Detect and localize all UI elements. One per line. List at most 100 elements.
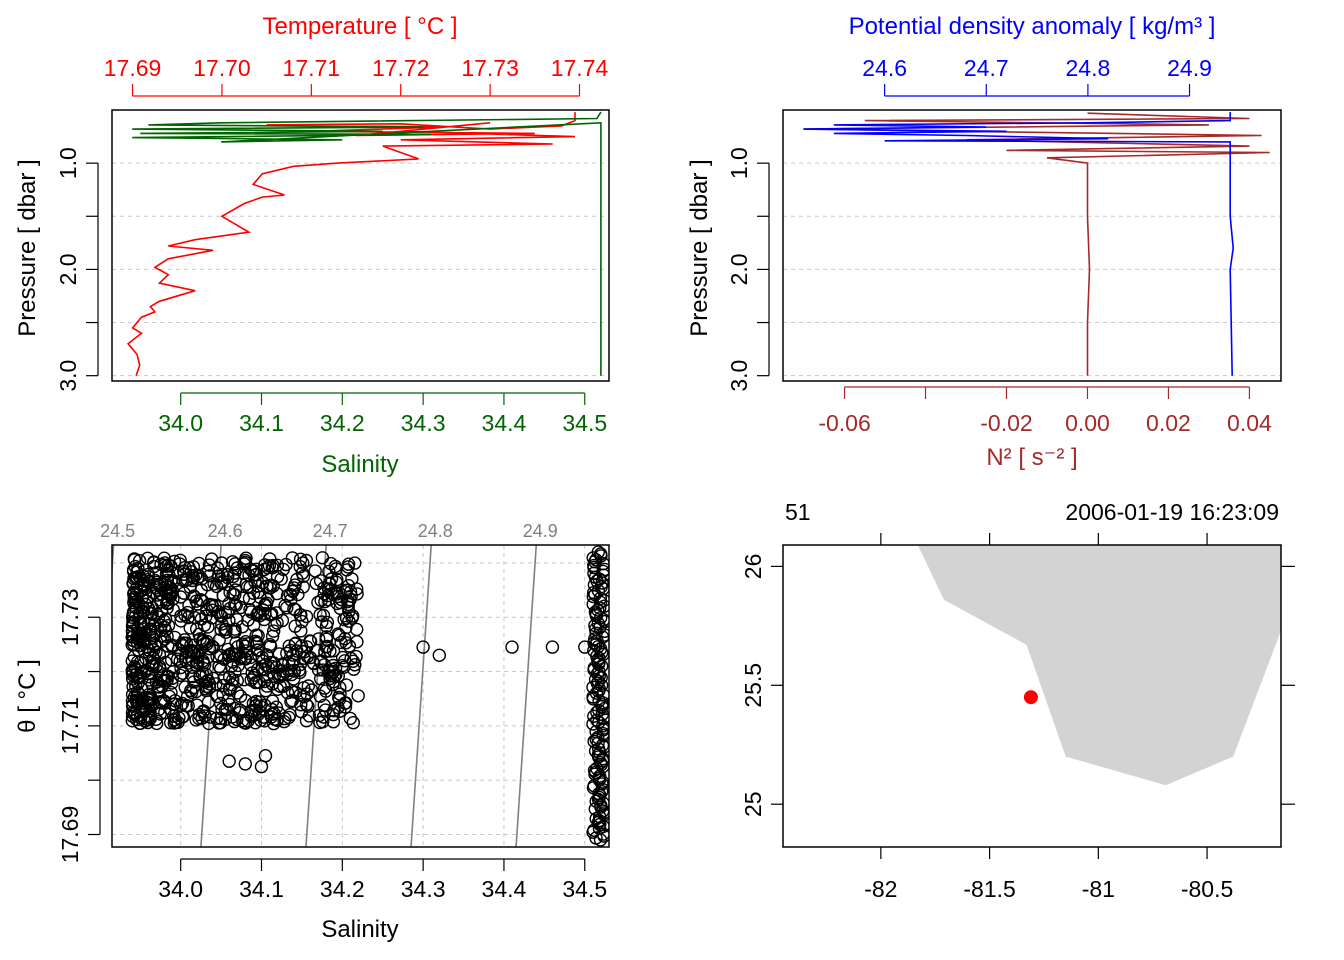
isopycnal-label: 24.6 [208,521,243,541]
ts-point [313,574,328,588]
ts-point [265,561,279,575]
pressure-tick-label: 3.0 [55,360,81,392]
ts-point [333,601,347,615]
ts-profile-grid [112,109,609,377]
ts-point [292,663,306,677]
ts-point [325,665,339,680]
ts-point [163,588,177,602]
ts-salinity-tick-label: 34.5 [562,876,607,902]
ts-point [578,640,592,654]
ts-point [155,679,169,693]
ts-point [596,647,609,662]
ts-point [212,716,226,730]
ts-point [314,672,328,686]
salinity-axis-title: Salinity [321,451,398,478]
ts-point [286,584,300,599]
ts-point [165,640,180,654]
ts-point [596,557,609,571]
n2-tick-label: 0.00 [1065,410,1110,436]
ts-point [142,670,156,684]
ts-point [326,675,341,689]
ts-salinity-tick-label: 34.2 [320,876,365,902]
theta-tick-label: 17.73 [57,588,83,646]
ts-point [258,598,272,613]
ts-point [228,583,243,597]
ts-point [251,585,265,600]
ts-point [154,634,168,649]
ts-point [237,673,251,687]
temperature-tick-label: 17.73 [461,55,519,81]
ts-point [319,684,333,698]
ts-point [260,648,274,662]
ts-point [238,639,253,653]
ts-point [296,556,310,570]
ts-point [174,660,188,675]
ts-profile-frame [111,109,610,382]
salinity-series [132,111,602,376]
ts-point [164,685,178,700]
ts-point [314,593,328,608]
ts-point [326,644,341,658]
ts-point [323,644,337,658]
longitude-tick-label: -80.5 [1181,876,1233,902]
ts-point [205,639,219,653]
ts-point [331,627,345,641]
ts-point [258,749,273,763]
ts-point [145,677,159,691]
ts-point [143,691,158,706]
salinity-tick-label: 34.3 [401,410,446,436]
ts-point [149,659,164,673]
ts-point [294,705,309,719]
ts-point [146,643,161,657]
ts-point [244,605,258,619]
temperature-tick-label: 17.69 [104,55,162,81]
ts-point [288,578,302,592]
ts-point [334,635,348,650]
ts-point [260,670,274,684]
isopycnal-label: 24.7 [313,521,348,541]
ts-point [149,581,164,595]
ts-point [227,647,241,662]
ts-point [327,669,342,683]
temperature-tick-label: 17.72 [372,55,430,81]
density-profile-line [803,112,1235,376]
ts-point [231,640,245,654]
ts-point [267,712,282,726]
pressure-axis-title-2: Pressure [ dbar ] [686,159,713,336]
ts-point [297,681,311,695]
ts-point [342,639,357,653]
ts-point [176,666,190,680]
ts-point [200,578,215,592]
isopycnal-24.8 [410,545,433,847]
ts-point [184,683,198,698]
ts-point [307,656,321,671]
ts-point [261,561,275,575]
ts-point [222,670,237,684]
ts-point [333,687,347,701]
density-profile-axes: 24.6 24.7 24.8 24.9 -0.06 -0.02 0.00 0.02 0.04 1.… [726,55,1272,436]
isopycnal-label: 24.9 [523,521,558,541]
land-area [917,545,1281,786]
ts-point [175,710,190,724]
ts-point [125,714,140,728]
ts-point [222,754,236,768]
ts-point [319,619,334,633]
ts-point [341,579,356,593]
density-tick-label: 24.9 [1167,55,1212,81]
ts-point [192,556,206,571]
ts-point [284,694,298,709]
isopycnal-24.9 [515,545,538,847]
ts-point [592,655,606,669]
ts-point [201,673,215,687]
ts-point [587,734,601,749]
ts-point [215,702,229,716]
station-number-label: 51 [785,499,811,525]
ts-point [209,677,223,691]
ts-point [153,707,168,721]
ts-point [161,669,175,683]
ts-point [230,686,245,700]
ts-point [315,551,330,565]
ts-point [181,656,196,670]
ts-point [233,689,248,703]
